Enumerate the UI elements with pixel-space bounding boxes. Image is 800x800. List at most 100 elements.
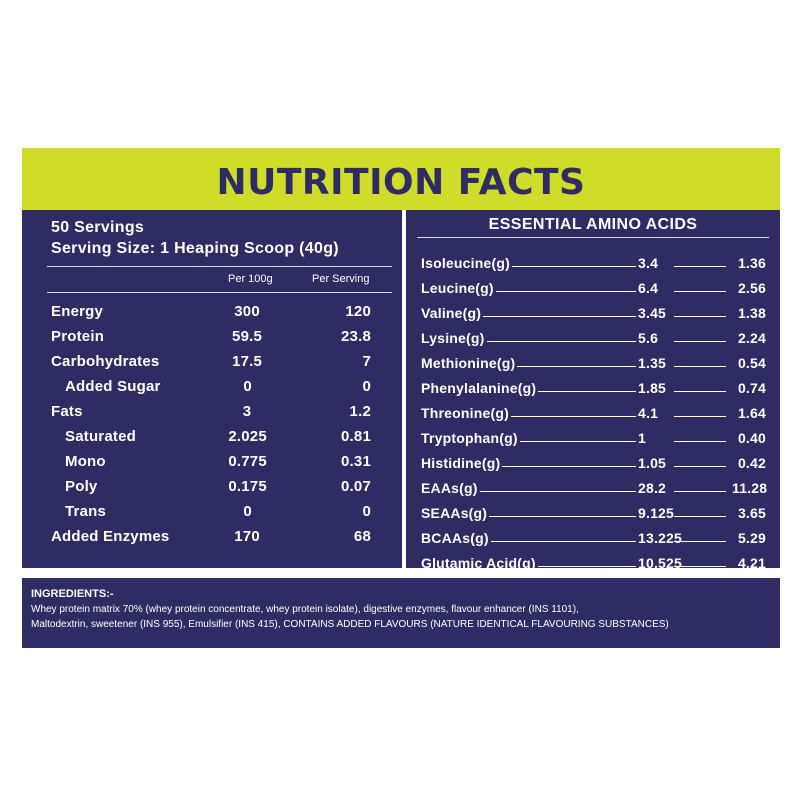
value-per-100g: 0.175 bbox=[228, 478, 267, 495]
leader-line bbox=[510, 416, 636, 417]
nutrient-name: Poly bbox=[65, 478, 98, 495]
amino-acids-title: ESSENTIAL AMINO ACIDS bbox=[488, 216, 698, 233]
value-per-100g: 59.5 bbox=[232, 328, 263, 345]
value-per-100g: 13.225 bbox=[638, 530, 683, 546]
divider bbox=[47, 266, 392, 267]
table-row: Valine(g) 3.45 1.38 bbox=[421, 296, 766, 321]
value-per-100g: 17.5 bbox=[232, 353, 263, 370]
nutrient-name: Added Enzymes bbox=[51, 528, 170, 545]
value-per-serving: 4.21 bbox=[737, 555, 766, 571]
leader-line bbox=[674, 291, 726, 292]
amino-acid-name: BCAAs(g) bbox=[421, 530, 489, 546]
amino-acid-name: SEAAs(g) bbox=[421, 505, 488, 521]
leader-line bbox=[486, 341, 636, 342]
table-row: Mono 0.775 0.31 bbox=[51, 449, 371, 474]
value-per-serving: 0.81 bbox=[341, 428, 371, 445]
table-row: Added Enzymes 170 68 bbox=[51, 524, 371, 549]
value-per-serving: 1.38 bbox=[737, 305, 766, 321]
leader-line bbox=[674, 366, 726, 367]
value-per-serving: 0.42 bbox=[737, 455, 766, 471]
value-per-100g: 0 bbox=[243, 378, 252, 395]
leader-line bbox=[495, 291, 636, 292]
amino-acid-name: EAAs(g) bbox=[421, 480, 478, 496]
leader-line bbox=[674, 466, 726, 467]
column-header-per-serving: Per Serving bbox=[312, 273, 370, 285]
value-per-serving: 3.65 bbox=[737, 505, 766, 521]
value-per-100g: 170 bbox=[234, 528, 260, 545]
ingredients-text: Whey protein matrix 70% (whey protein co… bbox=[31, 602, 776, 632]
value-per-serving: 7 bbox=[362, 353, 371, 370]
nutrient-name: Added Sugar bbox=[65, 378, 161, 395]
table-row: BCAAs(g) 13.225 5.29 bbox=[421, 521, 766, 546]
value-per-serving: 1.36 bbox=[737, 255, 766, 271]
ingredients-line: Whey protein matrix 70% (whey protein co… bbox=[31, 604, 579, 615]
value-per-100g: 1.05 bbox=[638, 455, 667, 471]
value-per-serving: 0 bbox=[362, 503, 371, 520]
leader-line bbox=[674, 341, 726, 342]
value-per-100g: 2.025 bbox=[228, 428, 267, 445]
nutrition-panel: 50 Servings Serving Size: 1 Heaping Scoo… bbox=[22, 210, 402, 568]
value-per-serving: 11.28 bbox=[732, 480, 768, 496]
table-row: Glutamic Acid(g) 10.525 4.21 bbox=[421, 546, 766, 571]
value-per-100g: 6.4 bbox=[638, 280, 659, 296]
value-per-serving: 0.74 bbox=[737, 380, 766, 396]
value-per-serving: 120 bbox=[345, 303, 371, 320]
value-per-serving: 1.2 bbox=[349, 403, 371, 420]
nutrient-name: Carbohydrates bbox=[51, 353, 160, 370]
amino-acid-name: Isoleucine(g) bbox=[421, 255, 510, 271]
nutrient-name: Fats bbox=[51, 403, 83, 420]
value-per-serving: 0.31 bbox=[341, 453, 371, 470]
leader-line bbox=[538, 391, 636, 392]
value-per-100g: 300 bbox=[234, 303, 260, 320]
page-title: NUTRITION FACTS bbox=[216, 161, 586, 203]
table-row: Methionine(g) 1.35 0.54 bbox=[421, 346, 766, 371]
value-per-serving: 0.40 bbox=[737, 430, 766, 446]
amino-acid-name: Methionine(g) bbox=[421, 355, 516, 371]
value-per-100g: 3 bbox=[242, 403, 252, 420]
table-row: SEAAs(g) 9.125 3.65 bbox=[421, 496, 766, 521]
amino-acids-table: Isoleucine(g) 3.4 1.36 Leucine(g) 6.4 2.… bbox=[421, 246, 768, 571]
nutrient-name: Mono bbox=[65, 453, 106, 470]
amino-acid-name: Leucine(g) bbox=[421, 280, 494, 296]
value-per-100g: 3.4 bbox=[638, 255, 659, 271]
leader-line bbox=[511, 266, 636, 267]
value-per-100g: 4.1 bbox=[638, 405, 659, 421]
leader-line bbox=[674, 316, 726, 317]
nutrition-table: Energy 300 120 Protein 59.5 23.8 Carbohy… bbox=[51, 299, 371, 549]
table-row: Trans 0 0 bbox=[51, 499, 371, 524]
value-per-100g: 1 bbox=[638, 430, 646, 446]
value-per-100g: 5.6 bbox=[638, 330, 659, 346]
nutrient-name: Saturated bbox=[65, 428, 136, 445]
ingredients-panel: INGREDIENTS:- Whey protein matrix 70% (w… bbox=[22, 578, 780, 648]
leader-line bbox=[479, 491, 636, 492]
leader-line bbox=[537, 566, 636, 567]
amino-acid-name: Tryptophan(g) bbox=[421, 430, 518, 446]
value-per-serving: 0 bbox=[362, 378, 371, 395]
table-row: Histidine(g) 1.05 0.42 bbox=[421, 446, 766, 471]
value-per-100g: 1.35 bbox=[638, 355, 667, 371]
value-per-serving: 68 bbox=[353, 528, 371, 545]
value-per-serving: 23.8 bbox=[341, 328, 371, 345]
table-row: Energy 300 120 bbox=[51, 299, 371, 324]
value-per-100g: 28.2 bbox=[638, 480, 667, 496]
value-per-serving: 5.29 bbox=[737, 530, 766, 546]
ingredients-line: Maltodextrin, sweetener (INS 955), Emuls… bbox=[31, 619, 669, 630]
amino-acid-name: Glutamic Acid(g) bbox=[421, 555, 536, 571]
table-row: Fats 3 1.2 bbox=[51, 399, 371, 424]
value-per-serving: 2.24 bbox=[737, 330, 766, 346]
divider bbox=[417, 237, 769, 238]
amino-acid-name: Histidine(g) bbox=[421, 455, 501, 471]
divider bbox=[47, 292, 392, 293]
value-per-serving: 1.64 bbox=[737, 405, 766, 421]
table-row: Carbohydrates 17.5 7 bbox=[51, 349, 371, 374]
nutrient-name: Energy bbox=[51, 303, 104, 320]
leader-line bbox=[519, 441, 636, 442]
table-row: Isoleucine(g) 3.4 1.36 bbox=[421, 246, 766, 271]
value-per-100g: 3.45 bbox=[638, 305, 667, 321]
servings-count: 50 Servings bbox=[51, 219, 145, 236]
leader-line bbox=[490, 541, 636, 542]
table-row: Phenylalanine(g) 1.85 0.74 bbox=[421, 371, 766, 396]
nutrient-name: Protein bbox=[51, 328, 105, 345]
table-row: Poly 0.175 0.07 bbox=[51, 474, 371, 499]
table-row: Saturated 2.025 0.81 bbox=[51, 424, 371, 449]
